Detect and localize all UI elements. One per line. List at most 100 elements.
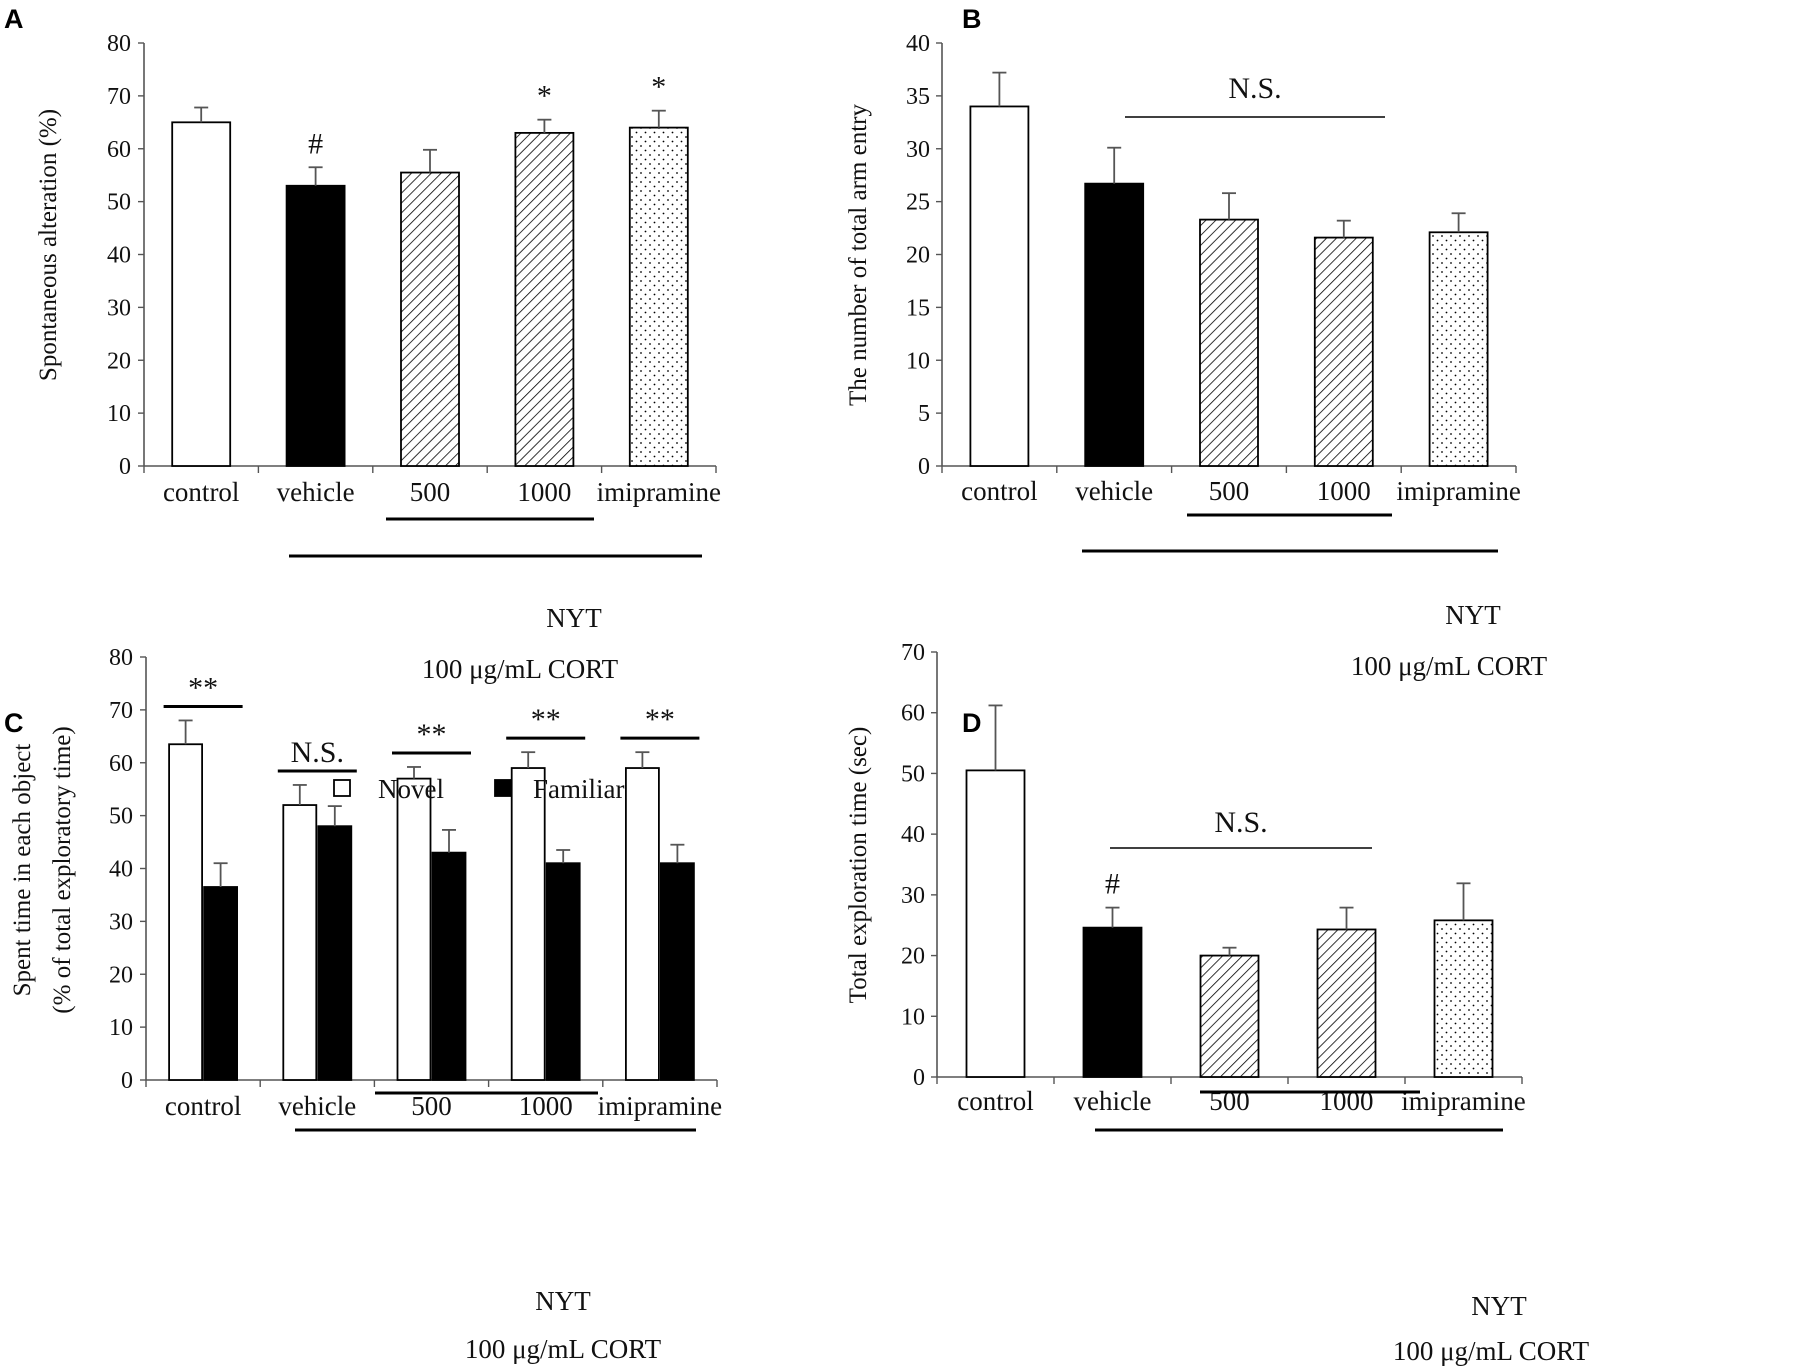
y-tick-label: 35 bbox=[906, 84, 930, 110]
significance-marker: # bbox=[308, 127, 323, 160]
y-axis-label-2: (% of total exploratory time) bbox=[49, 726, 76, 1013]
y-tick-label: 20 bbox=[107, 348, 131, 374]
bar bbox=[1199, 954, 1260, 1078]
y-tick-label: 0 bbox=[121, 1068, 133, 1094]
legend-label-novel: Novel bbox=[378, 774, 444, 804]
bar bbox=[1199, 218, 1259, 467]
bar bbox=[1428, 231, 1489, 467]
category-label: imipramine bbox=[1401, 1086, 1525, 1116]
bar bbox=[1082, 926, 1143, 1078]
y-tick-label: 25 bbox=[906, 190, 930, 216]
panel-a-chart: 0 10 20 30 40 50 60 70 80 control vehicle 500 1000 im… bbox=[35, 31, 721, 558]
y-tick-label: 20 bbox=[109, 962, 133, 988]
y-tick-label: 60 bbox=[901, 701, 925, 727]
group-label-cort-c: 100 μg/mL CORT bbox=[465, 1334, 662, 1364]
y-tick-label: 10 bbox=[109, 1015, 133, 1041]
y-tick-label: 50 bbox=[109, 804, 133, 830]
y-tick-label: 0 bbox=[913, 1065, 925, 1091]
bar bbox=[514, 131, 575, 467]
category-label: imipramine bbox=[598, 1091, 722, 1121]
significance-marker: ** bbox=[188, 671, 218, 704]
bar bbox=[1313, 236, 1374, 467]
significance-marker: ** bbox=[531, 703, 561, 736]
y-tick-label: 20 bbox=[901, 944, 925, 970]
y-tick-label: 5 bbox=[918, 401, 930, 427]
bar-familiar bbox=[431, 851, 467, 1081]
y-tick-label: 40 bbox=[107, 243, 131, 269]
category-label: control bbox=[163, 477, 239, 507]
group-label-nyt-b: NYT bbox=[1445, 600, 1501, 630]
y-tick-label: 10 bbox=[107, 401, 131, 427]
bar bbox=[285, 184, 346, 467]
bar bbox=[400, 171, 460, 467]
category-label: vehicle bbox=[1075, 476, 1153, 506]
ns-bracket-label: N.S. bbox=[1214, 806, 1267, 839]
significance-marker: ** bbox=[417, 718, 447, 751]
bar bbox=[628, 126, 689, 467]
y-axis-label: Spontaneous alteration (%) bbox=[35, 109, 62, 381]
legend-swatch-novel bbox=[333, 779, 351, 797]
category-label: 1000 bbox=[517, 477, 571, 507]
legend: Novel Familiar bbox=[333, 774, 624, 804]
group-label-cort-d: 100 μg/mL CORT bbox=[1393, 1336, 1590, 1366]
category-label: control bbox=[957, 1086, 1033, 1116]
category-label: control bbox=[165, 1091, 241, 1121]
y-tick-label: 40 bbox=[901, 822, 925, 848]
panel-label-a: A bbox=[4, 4, 24, 34]
category-label: 1000 bbox=[519, 1091, 573, 1121]
group-label-nyt-d: NYT bbox=[1471, 1291, 1527, 1321]
significance-marker: N.S. bbox=[291, 736, 344, 769]
bar-novel bbox=[282, 804, 318, 1081]
category-label: vehicle bbox=[277, 477, 355, 507]
y-tick-label: 70 bbox=[107, 84, 131, 110]
bar bbox=[171, 121, 232, 467]
bar bbox=[969, 105, 1030, 467]
bar bbox=[1316, 928, 1377, 1078]
y-tick-label: 80 bbox=[109, 645, 133, 671]
y-axis-label: Total exploration time (sec) bbox=[845, 727, 872, 1004]
y-tick-label: 30 bbox=[901, 883, 925, 909]
group-label-nyt-c: NYT bbox=[535, 1286, 591, 1316]
category-label: imipramine bbox=[597, 477, 721, 507]
group-label-cort-a: 100 μg/mL CORT bbox=[422, 654, 619, 684]
legend-swatch-familiar bbox=[494, 779, 512, 797]
significance-marker: * bbox=[537, 80, 552, 113]
bar bbox=[1084, 182, 1145, 467]
category-label: imipramine bbox=[1396, 476, 1520, 506]
ns-bracket-label: N.S. bbox=[1228, 72, 1281, 105]
y-tick-label: 50 bbox=[901, 761, 925, 787]
group-label-cort-b: 100 μg/mL CORT bbox=[1351, 651, 1548, 681]
significance-marker: * bbox=[651, 71, 666, 104]
bar-familiar bbox=[545, 862, 581, 1081]
y-tick-label: 0 bbox=[918, 454, 930, 480]
bar-novel bbox=[396, 777, 432, 1081]
category-label: 1000 bbox=[1317, 476, 1371, 506]
y-tick-label: 80 bbox=[107, 31, 131, 57]
y-tick-label: 20 bbox=[906, 243, 930, 269]
y-tick-label: 10 bbox=[901, 1004, 925, 1030]
y-axis-label: The number of total arm entry bbox=[845, 104, 872, 406]
bar bbox=[1433, 919, 1494, 1078]
category-label: vehicle bbox=[278, 1091, 356, 1121]
group-label-nyt-a: NYT bbox=[546, 603, 602, 633]
bar-familiar bbox=[203, 886, 239, 1081]
y-tick-label: 10 bbox=[906, 348, 930, 374]
category-label: vehicle bbox=[1074, 1086, 1152, 1116]
legend-label-familiar: Familiar bbox=[533, 774, 624, 804]
panel-b-chart: 0 5 10 15 20 25 30 35 40 control vehicle 500 1000 imi… bbox=[845, 31, 1521, 553]
y-tick-label: 40 bbox=[906, 31, 930, 57]
y-tick-label: 50 bbox=[107, 190, 131, 216]
category-label: 500 bbox=[1209, 476, 1250, 506]
panel-label-c: C bbox=[4, 708, 24, 738]
significance-marker: # bbox=[1105, 868, 1120, 901]
y-axis-label: Spent time in each object bbox=[9, 744, 36, 997]
category-label: 500 bbox=[411, 1091, 452, 1121]
panel-label-d: D bbox=[962, 708, 982, 738]
significance-marker: ** bbox=[645, 703, 675, 736]
y-tick-label: 0 bbox=[119, 454, 131, 480]
category-label: 500 bbox=[410, 477, 451, 507]
category-label: control bbox=[961, 476, 1037, 506]
y-tick-label: 30 bbox=[109, 909, 133, 935]
